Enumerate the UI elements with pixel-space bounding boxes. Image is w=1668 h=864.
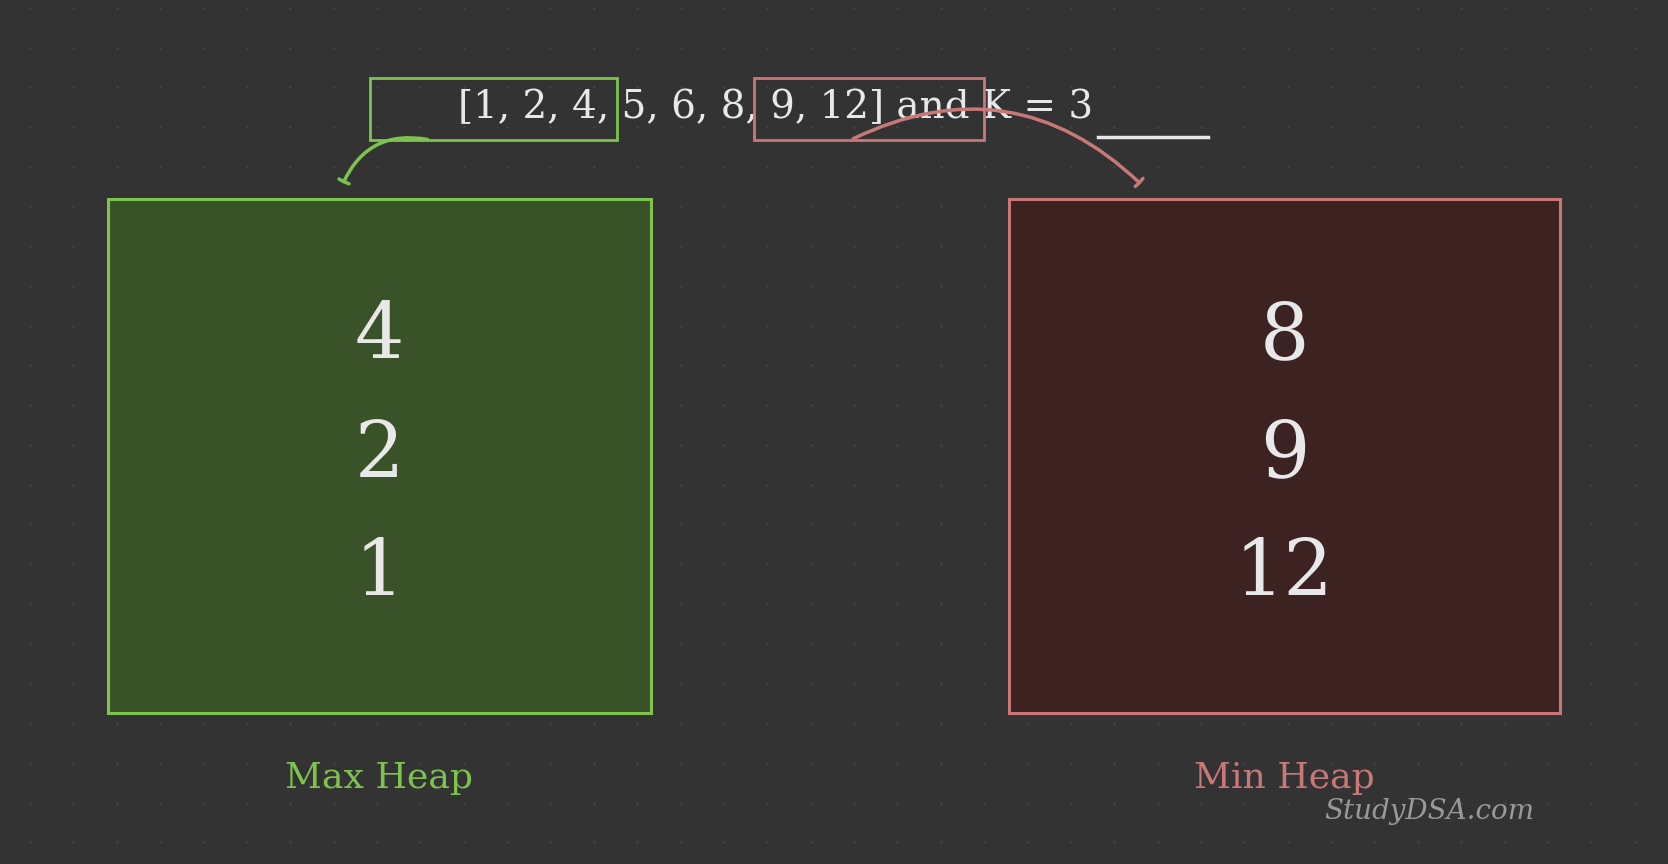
Text: 9: 9 <box>1259 418 1309 493</box>
FancyBboxPatch shape <box>1009 199 1560 713</box>
Text: 2: 2 <box>355 418 404 493</box>
Text: [1, 2, 4, 5, 6, 8, 9, 12] and K = 3: [1, 2, 4, 5, 6, 8, 9, 12] and K = 3 <box>459 90 1093 126</box>
Text: Min Heap: Min Heap <box>1194 760 1374 795</box>
Text: 1: 1 <box>355 536 404 612</box>
FancyBboxPatch shape <box>108 199 651 713</box>
Text: StudyDSA.com: StudyDSA.com <box>1324 798 1535 825</box>
Text: Max Heap: Max Heap <box>285 760 474 795</box>
Text: 8: 8 <box>1259 300 1309 376</box>
Text: 4: 4 <box>355 300 404 376</box>
Text: 12: 12 <box>1234 536 1334 612</box>
